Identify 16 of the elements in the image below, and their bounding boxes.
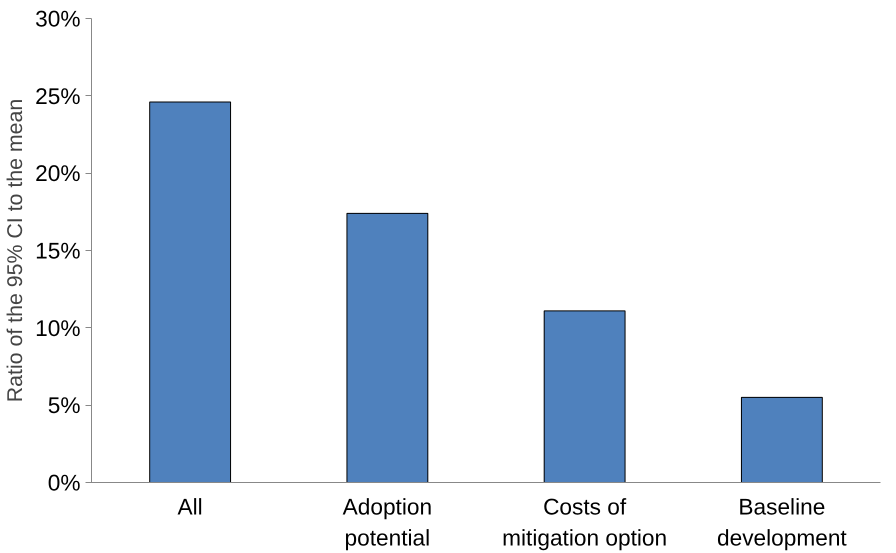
y-tick-label: 30% xyxy=(35,6,81,32)
y-tick-label: 25% xyxy=(35,82,81,109)
y-tick-label: 5% xyxy=(48,392,81,418)
bar xyxy=(740,396,823,482)
x-tick-label: All xyxy=(178,494,203,520)
y-axis-title: Ratio of the 95% CI to the mean xyxy=(3,98,28,402)
x-tick-label: Baseline development xyxy=(717,494,848,551)
y-tick-label: 15% xyxy=(35,238,81,264)
bar xyxy=(149,102,232,482)
y-tick-label: 10% xyxy=(35,314,81,341)
bar xyxy=(346,212,428,482)
x-tick-label: Costs of mitigation option xyxy=(502,494,668,551)
y-tick-label: 20% xyxy=(35,160,81,186)
y-tick-label: 0% xyxy=(48,470,81,496)
bar xyxy=(544,310,626,482)
x-tick-label: Adoption potential xyxy=(342,494,432,551)
